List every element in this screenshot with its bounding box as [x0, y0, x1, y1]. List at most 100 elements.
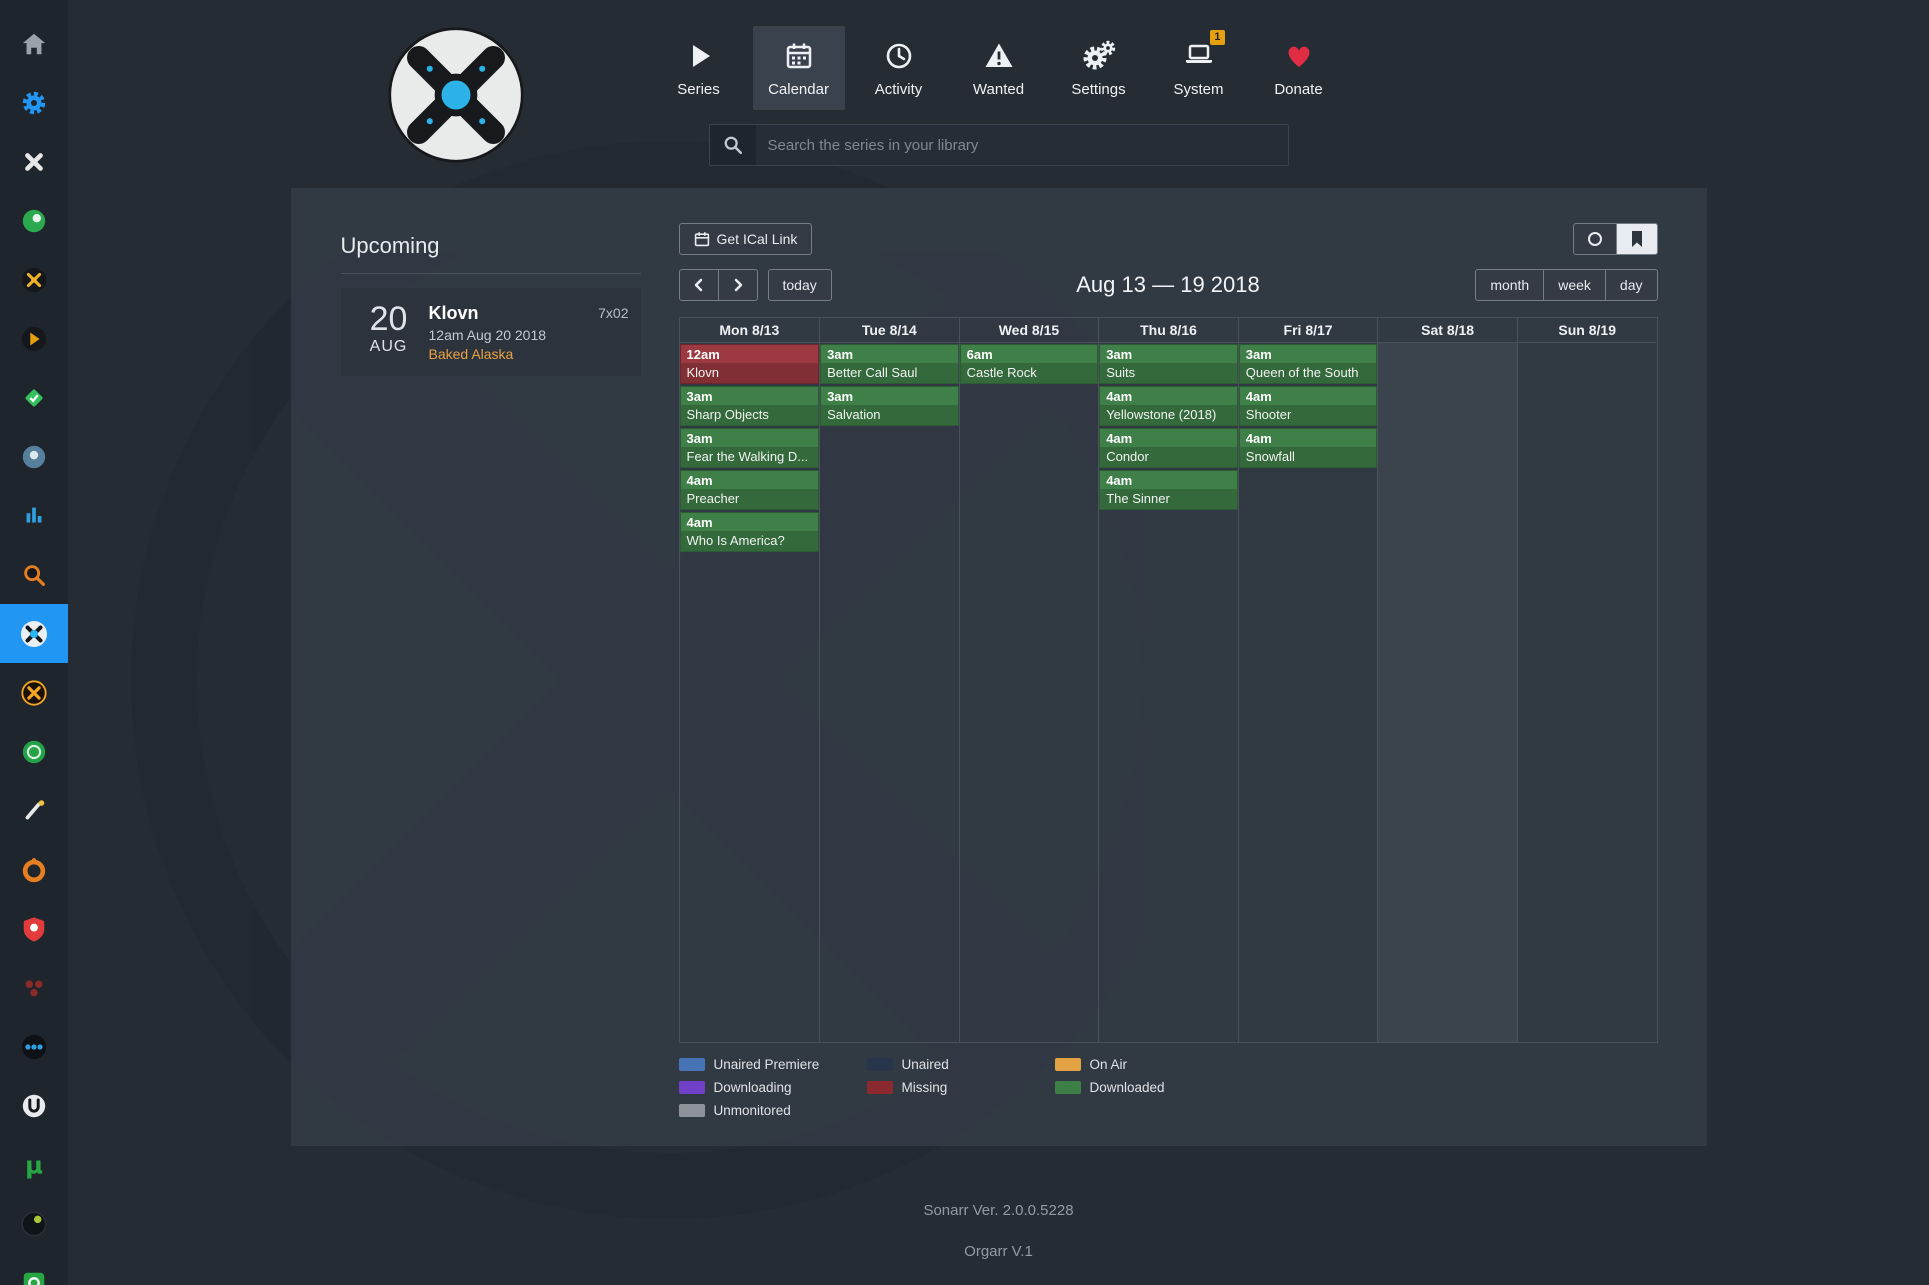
calendar-event[interactable]: 4am Condor: [1099, 428, 1238, 468]
view-day-button[interactable]: day: [1604, 269, 1658, 301]
sidebar-tab-app-17[interactable]: [0, 958, 68, 1017]
nav-item-wanted[interactable]: Wanted: [953, 26, 1045, 110]
sidebar-tab-app-19[interactable]: [0, 1076, 68, 1135]
event-title: Yellowstone (2018): [1100, 405, 1237, 425]
sidebar-tab-app-18[interactable]: [0, 1017, 68, 1076]
sidebar-tab-organizr[interactable]: [0, 132, 68, 191]
orange-magnifier-icon: [24, 564, 45, 586]
prev-week-button[interactable]: [678, 269, 719, 301]
calendar-event[interactable]: 4am Snowfall: [1238, 428, 1378, 468]
sidebar-tab-sonarr[interactable]: [0, 604, 68, 663]
event-title: Suits: [1100, 363, 1237, 383]
sidebar-tab-app-10[interactable]: [0, 545, 68, 604]
calendar-event[interactable]: 4am Shooter: [1238, 386, 1378, 426]
calendar-event[interactable]: 4am The Sinner: [1099, 470, 1238, 510]
search-icon-box: [709, 125, 756, 165]
sidebar-tab-app-20[interactable]: µ: [0, 1135, 68, 1194]
view-switcher: month week day: [1475, 269, 1658, 301]
heart-icon: [1288, 46, 1309, 67]
event-title: Better Call Saul: [821, 363, 958, 383]
nav-item-donate[interactable]: Donate: [1253, 26, 1345, 110]
upcoming-sidebar: Upcoming 20 AUG Klovn 12am Aug 20 2018 B…: [340, 223, 641, 1146]
sidebar-tab-app-15[interactable]: [0, 840, 68, 899]
nav-item-series[interactable]: Series: [653, 26, 745, 110]
nav-item-calendar[interactable]: Calendar: [752, 26, 845, 110]
sidebar-tab-app-12[interactable]: [0, 663, 68, 722]
get-ical-link-label: Get ICal Link: [716, 231, 798, 247]
event-title: Who Is America?: [680, 531, 819, 551]
event-title: Condor: [1100, 447, 1237, 467]
legend-swatch: [678, 1104, 705, 1117]
search-input[interactable]: [755, 125, 1288, 165]
upcoming-title: Upcoming: [340, 223, 641, 274]
sidebar-tab-app-13[interactable]: [0, 722, 68, 781]
plex-play-app-icon: [21, 326, 47, 351]
sidebar-tab-app-7[interactable]: [0, 368, 68, 427]
event-title: Fear the Walking D...: [680, 447, 819, 467]
sidebar-tab-app-16[interactable]: [0, 899, 68, 958]
upcoming-event-card[interactable]: 20 AUG Klovn 12am Aug 20 2018 Baked Alas…: [340, 288, 641, 376]
sidebar-tab-app-9[interactable]: [0, 486, 68, 545]
get-ical-link-button[interactable]: Get ICal Link: [678, 223, 813, 255]
dark-yellow-x-app-icon: [21, 267, 47, 292]
calendar-event[interactable]: 12am Klovn: [679, 344, 820, 384]
calendar-day-header: Sat 8/18: [1377, 318, 1517, 343]
nav-item-activity[interactable]: Activity: [853, 26, 945, 110]
blue-orb-app-icon: [22, 445, 46, 468]
sidebar-tab-app-8[interactable]: [0, 427, 68, 486]
calendar-event[interactable]: 4am Preacher: [679, 470, 820, 510]
equalizer-bars-icon: [26, 507, 42, 523]
calendar-event[interactable]: 3am Queen of the South: [1238, 344, 1378, 384]
green-diamond-app-icon: [25, 389, 43, 406]
nav-item-system[interactable]: 1 System: [1153, 26, 1245, 110]
view-week-button[interactable]: week: [1543, 269, 1606, 301]
event-time: 3am: [827, 347, 854, 362]
circle-toggle-button[interactable]: [1572, 223, 1617, 255]
legend-label: Downloading: [713, 1080, 792, 1095]
orgarr-version-text: Orgarr V.1: [964, 1243, 1033, 1260]
calendar-event[interactable]: 3am Better Call Saul: [820, 344, 959, 384]
calendar-event[interactable]: 3am Suits: [1099, 344, 1238, 384]
home-icon: [22, 33, 46, 54]
view-month-button[interactable]: month: [1475, 269, 1545, 301]
event-time: 4am: [686, 473, 713, 488]
system-badge: 1: [1210, 30, 1225, 45]
blue-dots-app-icon: [21, 1034, 47, 1059]
sidebar-tab-app-6[interactable]: [0, 309, 68, 368]
calendar-event[interactable]: 3am Sharp Objects: [679, 386, 820, 426]
calendar-day-column: 3am Suits 4am Yellowstone (2018) 4am Condor 4a…: [1098, 343, 1238, 1042]
legend-swatch: [678, 1081, 705, 1094]
event-title: Salvation: [821, 405, 958, 425]
calendar-day-column: 6am Castle Rock: [958, 343, 1099, 1042]
sidebar-tab-home[interactable]: [0, 14, 68, 73]
utorrent-icon: µ: [25, 1151, 43, 1179]
nav-label: System: [1173, 81, 1224, 98]
event-title: Sharp Objects: [680, 405, 819, 425]
legend-item: Unaired: [866, 1057, 1055, 1072]
nav-item-settings[interactable]: Settings: [1053, 26, 1145, 110]
sidebar-tab-settings[interactable]: [0, 73, 68, 132]
sidebar-tab-app-21[interactable]: [0, 1194, 68, 1253]
sidebar-tab-app-5[interactable]: [0, 250, 68, 309]
today-button[interactable]: today: [767, 269, 832, 301]
event-time: 4am: [1245, 431, 1272, 446]
calendar-day-column: [1516, 343, 1657, 1042]
legend-item: Downloaded: [1054, 1080, 1243, 1095]
chevron-right-icon: [734, 278, 742, 292]
sidebar-tab-app-22[interactable]: [0, 1253, 68, 1285]
sidebar-tab-app-14[interactable]: [0, 781, 68, 840]
calendar-event[interactable]: 3am Fear the Walking D...: [679, 428, 820, 468]
legend-label: Unaired Premiere: [713, 1057, 820, 1072]
event-time: 4am: [1245, 389, 1272, 404]
calendar-event[interactable]: 4am Yellowstone (2018): [1099, 386, 1238, 426]
upcoming-episode-title: Baked Alaska: [428, 346, 514, 362]
calendar-event[interactable]: 4am Who Is America?: [679, 512, 820, 552]
bookmark-toggle-button[interactable]: [1615, 223, 1658, 255]
next-week-button[interactable]: [717, 269, 758, 301]
warning-icon: [985, 43, 1012, 67]
sidebar-tab-app-4[interactable]: [0, 191, 68, 250]
upcoming-episode-number: 7x02: [598, 305, 629, 321]
calendar-event[interactable]: 3am Salvation: [820, 386, 959, 426]
calendar-event[interactable]: 6am Castle Rock: [959, 344, 1099, 384]
upcoming-details: Klovn 12am Aug 20 2018 Baked Alaska: [425, 302, 599, 362]
